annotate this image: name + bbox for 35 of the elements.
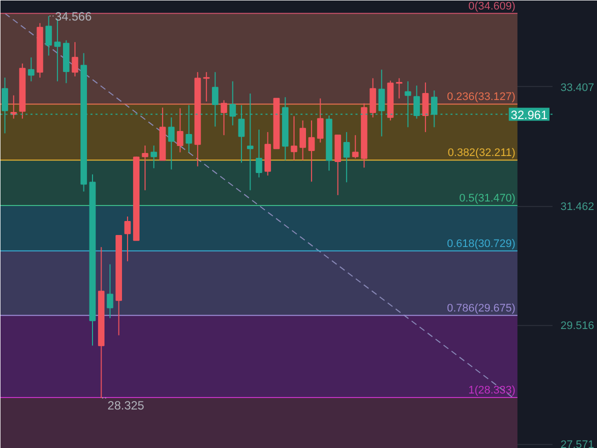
ref-line-label: 0(34.609) [468,0,516,12]
candlestick [256,129,262,178]
candlestick [176,108,184,153]
y-tick-label: 31.462 [560,201,594,214]
candlestick [422,82,429,133]
ref-line-label: 0.618(30.729) [446,238,516,250]
candlestick [203,72,210,102]
candlestick [150,145,158,169]
annotation: 34.566 [54,10,92,24]
candlestick [124,216,131,262]
candlestick [317,98,324,143]
candlestick [396,78,402,99]
candlestick [28,56,34,82]
ref-line-label: 0.786(29.675) [446,302,516,314]
y-tick-label: 29.516 [560,320,594,332]
ref-line-label: 1(28.333) [468,384,516,397]
candlestick [343,132,350,183]
candlestick [308,120,315,182]
candlestick [300,120,306,161]
candlestick [142,145,148,191]
annotation: 28.325 [108,398,145,413]
candlestick [220,100,228,136]
candlestick [168,116,175,170]
ref-line-label: 0.382(32.211) [448,147,516,160]
y-tick-label: 27.571 [560,439,594,448]
candlestick [352,134,359,159]
candlestick [290,116,298,161]
y-tick-label: 33.407 [560,82,594,94]
ref-line-label: 32.961 [510,108,548,122]
ref-line-label: 0.5(31.470) [459,192,516,205]
candlestick [370,78,376,118]
candlestick [72,42,78,77]
ref-line-label: 0.236(33.127) [446,91,516,104]
candlestick [10,94,17,120]
candlestick [106,264,114,319]
